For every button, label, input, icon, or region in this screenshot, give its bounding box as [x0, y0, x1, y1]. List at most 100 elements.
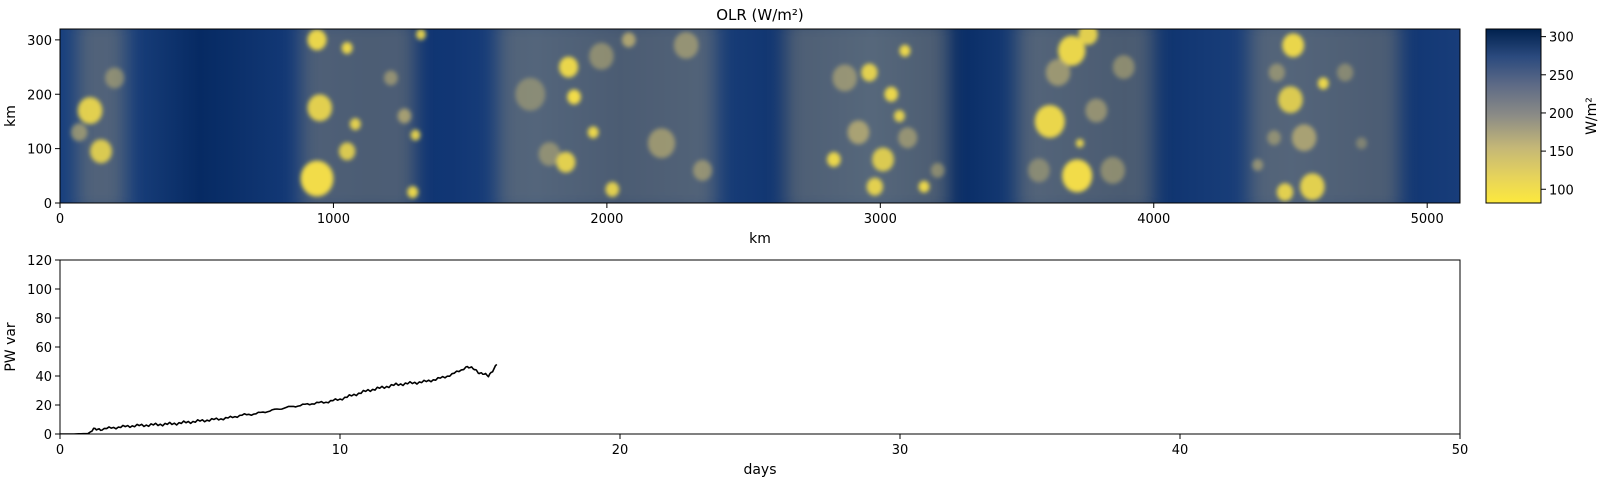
olr-cloud-cell — [341, 42, 353, 55]
heatmap-y-tick-label: 100 — [27, 143, 52, 158]
olr-cloud-cell — [1276, 183, 1294, 202]
line-y-tick-label: 120 — [27, 254, 52, 269]
olr-cloud-cell — [589, 42, 614, 70]
olr-cloud-cell — [1085, 98, 1108, 123]
heatmap-y-label: km — [3, 105, 19, 127]
olr-cloud-cell — [673, 31, 699, 59]
line-x-tick-label: 0 — [56, 443, 64, 458]
heatmap-y-tick-label: 0 — [44, 197, 52, 212]
line-x-axis: 0 10 20 30 40 50 — [56, 434, 1468, 458]
olr-cloud-cell — [832, 64, 858, 92]
heatmap-x-tick-label: 3000 — [864, 212, 897, 227]
heatmap-y-tick-label: 200 — [27, 88, 52, 103]
olr-cloud-cell — [338, 142, 356, 161]
line-x-label: days — [743, 462, 776, 478]
line-x-tick-label: 30 — [892, 443, 909, 458]
heatmap-title: OLR (W/m²) — [716, 6, 804, 24]
olr-cloud-cell — [872, 147, 894, 172]
olr-cloud-band — [1249, 29, 1400, 203]
olr-cloud-cell — [898, 127, 918, 149]
colorbar-tick-label: 100 — [1549, 183, 1574, 198]
olr-cloud-cell — [70, 123, 88, 142]
olr-cloud-cell — [893, 110, 905, 122]
heatmap-frame — [59, 28, 1461, 204]
olr-cloud-cell — [866, 177, 884, 196]
olr-cloud-cell — [1062, 159, 1093, 193]
line-y-tick-label: 20 — [35, 399, 52, 414]
olr-cloud-cell — [1267, 130, 1281, 146]
olr-cloud-cell — [90, 139, 112, 164]
olr-cloud-cell — [1034, 104, 1065, 138]
colorbar-tick-label: 200 — [1549, 107, 1574, 122]
olr-cloud-cell — [587, 126, 599, 139]
olr-cloud-cell — [1336, 63, 1354, 82]
line-y-tick-label: 0 — [44, 428, 52, 443]
olr-cloud-cell — [1075, 138, 1085, 148]
olr-cloud-cell — [605, 181, 620, 197]
olr-cloud-cell — [515, 77, 546, 111]
heatmap-background — [60, 29, 1460, 203]
olr-cloud-cell — [1268, 63, 1285, 82]
olr-cloud-cell — [647, 128, 676, 159]
colorbar: 100 150 200 250 300 W/m² — [1485, 28, 1600, 204]
heatmap-x-label: km — [749, 231, 771, 247]
olr-cloud-cell — [899, 44, 911, 57]
olr-cloud-cell — [1045, 59, 1071, 86]
olr-cloud-cell — [826, 152, 841, 167]
olr-cloud-cell — [416, 29, 426, 40]
olr-cloud-cell — [407, 186, 419, 199]
line-y-tick-label: 60 — [35, 341, 52, 356]
line-y-axis: 0 20 40 60 80 100 120 — [27, 254, 60, 443]
olr-cloud-cell — [105, 67, 125, 89]
line-x-tick-label: 10 — [332, 443, 349, 458]
olr-cloud-cell — [1078, 29, 1098, 45]
olr-cloud-cell — [1058, 35, 1086, 66]
olr-cloud-cell — [538, 142, 561, 167]
colorbar-tick-label: 150 — [1549, 145, 1574, 160]
heatmap-x-axis: 0 1000 2000 3000 4000 5000 — [56, 203, 1444, 227]
olr-cloud-cell — [349, 118, 361, 131]
olr-cloud-cell — [693, 159, 713, 181]
line-x-tick-label: 20 — [612, 443, 629, 458]
olr-cloud-cell — [1100, 156, 1126, 184]
heatmap-x-tick-label: 4000 — [1137, 212, 1170, 227]
heatmap-x-tick-label: 0 — [56, 212, 64, 227]
colorbar-frame — [1485, 28, 1542, 204]
heatmap-y-axis: 0 100 200 300 — [27, 34, 60, 212]
colorbar-tick-label: 250 — [1549, 69, 1574, 84]
line-x-tick-label: 40 — [1172, 443, 1189, 458]
line-y-tick-label: 100 — [27, 283, 52, 298]
heatmap-image — [60, 29, 1460, 203]
olr-cloud-cell — [556, 151, 576, 173]
pw-var-panel: 0 10 20 30 40 50 0 20 40 60 80 100 120 days PW var — [3, 254, 1468, 478]
olr-cloud-cell — [307, 29, 327, 51]
olr-cloud-cell — [930, 162, 945, 178]
colorbar-tick-label: 300 — [1549, 31, 1574, 46]
olr-cloud-cell — [1282, 33, 1305, 58]
line-x-tick-label: 50 — [1452, 443, 1469, 458]
olr-cloud-cell — [77, 97, 103, 125]
line-plot-frame — [59, 259, 1461, 435]
olr-cloud-cell — [1300, 173, 1325, 201]
olr-cloud-cell — [307, 94, 333, 122]
heatmap-x-tick-label: 1000 — [317, 212, 350, 227]
olr-cloud-cell — [847, 120, 870, 145]
olr-cloud-cell — [918, 180, 930, 193]
olr-cloud-cell — [384, 70, 398, 86]
heatmap-x-tick-label: 2000 — [590, 212, 623, 227]
heatmap-x-tick-label: 5000 — [1411, 212, 1444, 227]
line-y-tick-label: 40 — [35, 370, 52, 385]
olr-heatmap-panel: OLR (W/m²) 0 1000 2000 3000 4000 5000 0 100 200… — [3, 6, 1461, 247]
olr-cloud-cell — [567, 89, 581, 105]
olr-cloud-cell — [300, 160, 334, 197]
line-y-tick-label: 80 — [35, 312, 52, 327]
line-y-label: PW var — [3, 322, 19, 372]
olr-cloud-cell — [1278, 86, 1303, 114]
olr-cloud-cell — [861, 63, 878, 82]
olr-cloud-cell — [1291, 124, 1317, 152]
olr-cloud-cell — [1112, 55, 1135, 80]
olr-cloud-cell — [559, 56, 579, 78]
colorbar-gradient — [1486, 29, 1541, 203]
olr-cloud-cell — [397, 108, 412, 124]
